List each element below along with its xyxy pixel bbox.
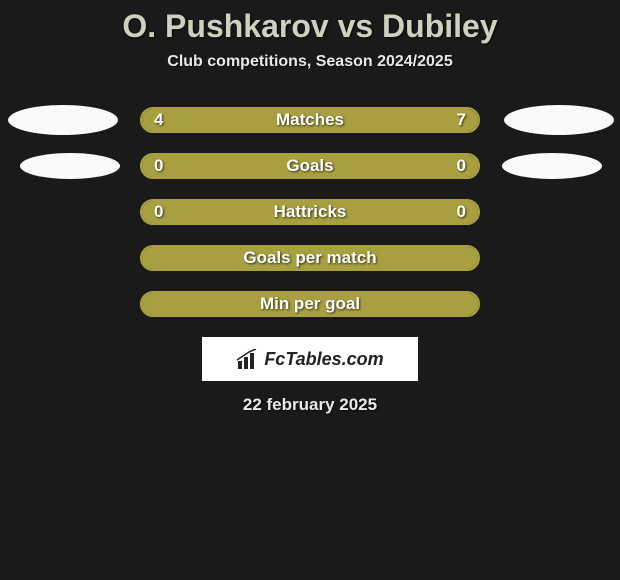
stat-row: 0 0Hattricks xyxy=(0,199,620,225)
stat-value-right: 0 xyxy=(457,201,466,223)
team-logo-right xyxy=(502,153,602,179)
stat-value-left: 0 xyxy=(154,201,163,223)
stat-bar: Goals per match xyxy=(140,245,480,271)
date-line: 22 february 2025 xyxy=(0,395,620,415)
stat-bar: Min per goal xyxy=(140,291,480,317)
stat-value-right: 0 xyxy=(457,155,466,177)
brand-text: FcTables.com xyxy=(264,349,383,370)
stat-label: Hattricks xyxy=(142,201,478,223)
stat-value-left: 0 xyxy=(154,155,163,177)
stat-label: Min per goal xyxy=(142,293,478,315)
stat-value-left: 4 xyxy=(154,109,163,131)
stat-bar: 0 0Hattricks xyxy=(140,199,480,225)
team-logo-left xyxy=(20,153,120,179)
stat-row: Min per goal xyxy=(0,291,620,317)
team-logo-right xyxy=(504,105,614,135)
stat-label: Matches xyxy=(142,109,478,131)
stat-row: 4 7Matches xyxy=(0,107,620,133)
comparison-widget: O. Pushkarov vs Dubiley Club competition… xyxy=(0,0,620,415)
bar-chart-icon xyxy=(236,349,260,369)
page-subtitle: Club competitions, Season 2024/2025 xyxy=(0,53,620,71)
stat-label: Goals xyxy=(142,155,478,177)
page-title: O. Pushkarov vs Dubiley xyxy=(0,8,620,45)
team-logo-left xyxy=(8,105,118,135)
stat-rows: 47Matches00Goals00HattricksGoals per mat… xyxy=(0,107,620,317)
stat-label: Goals per match xyxy=(142,247,478,269)
stat-bar: 4 7Matches xyxy=(140,107,480,133)
stat-bar: 0 0Goals xyxy=(140,153,480,179)
stat-value-right: 7 xyxy=(457,109,466,131)
stat-row: 0 0Goals xyxy=(0,153,620,179)
brand-box[interactable]: FcTables.com xyxy=(202,337,418,381)
stat-row: Goals per match xyxy=(0,245,620,271)
